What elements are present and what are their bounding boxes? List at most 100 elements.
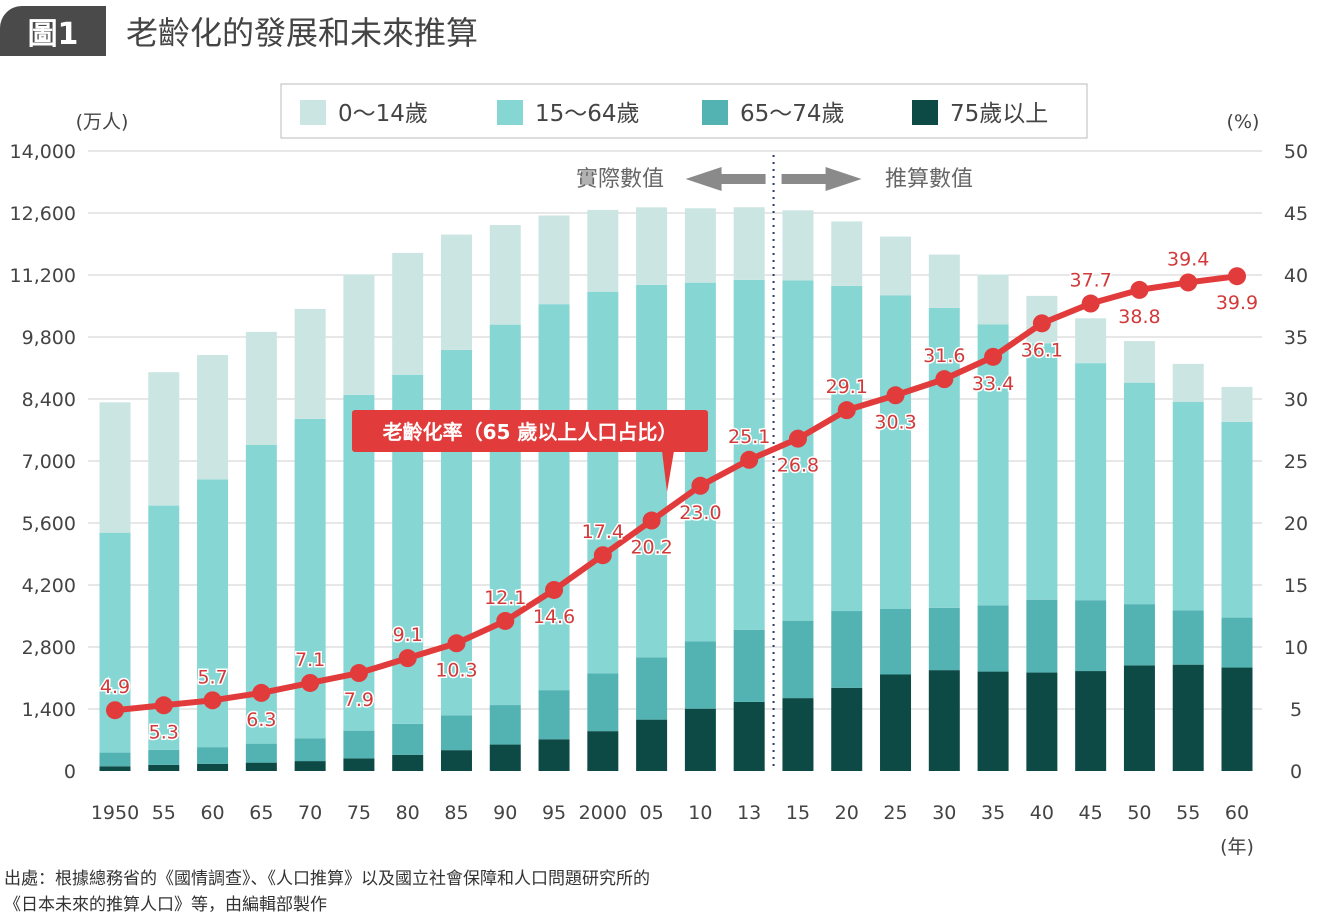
bar-segment	[928, 607, 960, 671]
bar-segment	[880, 609, 912, 675]
aging-rate-data-label: 5.3	[149, 721, 179, 743]
aging-rate-point	[691, 476, 710, 495]
y-left-tick-label: 11,200	[10, 265, 76, 287]
legend-swatch	[300, 100, 326, 125]
y-right-tick-label: 0	[1290, 761, 1302, 783]
bar-segment	[977, 324, 1009, 606]
aging-rate-data-label: 37.7	[1069, 270, 1111, 292]
bar-segment	[880, 674, 912, 771]
aging-rate-point	[788, 429, 807, 448]
bar-segment	[245, 743, 277, 763]
aging-rate-data-label: 20.2	[630, 537, 672, 559]
aging-rate-point	[496, 611, 515, 630]
aging-rate-point	[1179, 273, 1198, 292]
x-tick-label: 70	[298, 802, 322, 824]
aging-rate-data-label: 7.1	[295, 649, 325, 671]
left-arrow-icon	[685, 167, 766, 191]
x-tick-label: 65	[249, 802, 273, 824]
series-callout-box	[352, 410, 708, 452]
bar-segment	[831, 687, 863, 771]
aging-rate-point	[1130, 280, 1149, 299]
bar-segment	[99, 402, 131, 533]
legend-swatch	[912, 100, 938, 125]
x-tick-label: 13	[737, 802, 761, 824]
x-tick-label: 80	[396, 802, 420, 824]
aging-rate-point	[1228, 267, 1246, 286]
legend-swatch	[702, 100, 728, 125]
x-tick-label: 60	[200, 802, 224, 824]
aging-rate-data-label: 30.3	[874, 411, 916, 433]
aging-rate-point	[984, 347, 1003, 366]
bar-segment	[197, 763, 229, 771]
bar-segment	[636, 719, 668, 771]
bar-segment	[1123, 341, 1155, 383]
bar-segment	[1172, 402, 1204, 611]
bar-segment	[1075, 318, 1107, 364]
x-tick-label: 20	[835, 802, 859, 824]
x-tick-label: 90	[493, 802, 517, 824]
y-right-axis-label: (%)	[1227, 111, 1260, 133]
bar-segment	[977, 671, 1009, 771]
aging-rate-data-label: 33.4	[972, 373, 1014, 395]
chart-title: 老齡化的發展和未來推算	[126, 14, 479, 52]
y-left-tick-label: 0	[64, 761, 76, 783]
bar-segment	[538, 215, 570, 305]
y-right-tick-label: 20	[1284, 513, 1308, 535]
bar-segment	[99, 752, 131, 767]
bar-segment	[587, 291, 619, 674]
y-left-tick-label: 2,800	[22, 637, 76, 659]
x-tick-label: 45	[1079, 802, 1103, 824]
bar-segment	[440, 750, 472, 771]
y-left-tick-label: 9,800	[22, 327, 76, 349]
aging-rate-point	[1032, 314, 1051, 333]
aging-rate-data-label: 10.3	[435, 659, 477, 681]
bar-segment	[1172, 610, 1204, 665]
aging-rate-point	[593, 546, 612, 565]
bar-segment	[782, 698, 814, 771]
aging-rate-point	[106, 701, 124, 720]
bar-segment	[831, 611, 863, 688]
x-tick-label: 35	[981, 802, 1005, 824]
aging-rate-data-label: 23.0	[679, 502, 721, 524]
legend-label: 75歲以上	[950, 101, 1048, 127]
legend-label: 0～14歲	[338, 101, 428, 127]
bar-segment	[928, 254, 960, 308]
legend-label: 15～64歲	[535, 101, 640, 127]
bar-segment	[148, 764, 180, 771]
bar-segment	[538, 304, 570, 691]
y-left-tick-label: 7,000	[22, 451, 76, 473]
aging-rate-point	[1081, 294, 1100, 313]
aging-rate-data-label: 4.9	[100, 676, 130, 698]
aging-rate-point	[252, 683, 271, 702]
x-tick-label: 95	[542, 802, 566, 824]
x-tick-label: 55	[152, 802, 176, 824]
aging-rate-point	[154, 696, 173, 715]
bar-segment	[977, 605, 1009, 672]
bar-segment	[440, 715, 472, 751]
y-right-tick-label: 30	[1284, 389, 1308, 411]
y-right-tick-label: 45	[1284, 203, 1308, 225]
x-unit-label: (年)	[1220, 836, 1254, 858]
x-tick-label: 40	[1030, 802, 1054, 824]
x-tick-label: 25	[883, 802, 907, 824]
bar-segment	[782, 620, 814, 699]
bar-segment	[489, 225, 521, 325]
bar-segment	[1026, 599, 1058, 673]
aging-rate-point	[203, 691, 222, 710]
y-left-tick-label: 5,600	[22, 513, 76, 535]
x-tick-label: 60	[1225, 802, 1249, 824]
aging-rate-data-label: 6.3	[246, 709, 276, 731]
bar-segment	[343, 730, 375, 759]
y-right-tick-label: 5	[1290, 699, 1302, 721]
bar-segment	[928, 307, 960, 608]
aging-rate-point	[349, 664, 368, 683]
aging-rate-point	[301, 673, 320, 692]
y-left-tick-label: 14,000	[10, 141, 76, 163]
bar-segment	[1026, 343, 1058, 600]
bar-segment	[197, 355, 229, 480]
source-note: 出處：根據總務省的《國情調查》、《人口推算》以及國立社會保障和人口問題研究所的 …	[4, 866, 650, 918]
right-arrow-icon	[781, 167, 862, 191]
bar-segment	[587, 731, 619, 771]
projected-values-label: 推算數值	[885, 167, 973, 192]
aging-rate-data-label: 29.1	[826, 376, 868, 398]
